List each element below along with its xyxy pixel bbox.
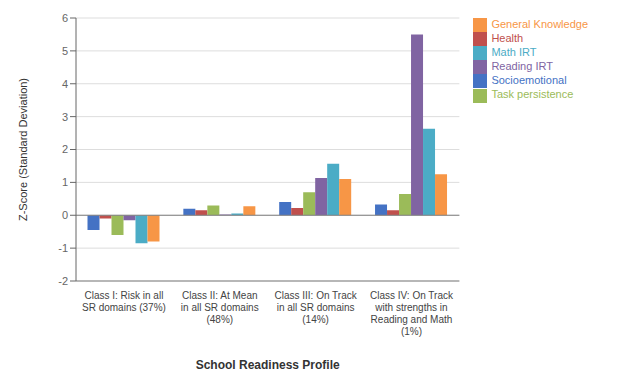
html-text:Reading IRT: Reading IRT xyxy=(491,60,553,73)
svg-text:3: 3 xyxy=(62,111,68,123)
svg-text:5: 5 xyxy=(62,45,68,57)
html-text:Math IRT: Math IRT xyxy=(491,46,537,59)
html-text:Socioemotional: Socioemotional xyxy=(491,74,567,87)
svg-text:1: 1 xyxy=(62,176,68,188)
svg-text:0: 0 xyxy=(62,209,68,221)
html-text:General Knowledge: General Knowledge xyxy=(491,18,588,30)
html-text:Health: Health xyxy=(491,32,524,45)
svg-text:-1: -1 xyxy=(58,242,68,254)
svg-text:Z-Score (Standard Deviation): Z-Score (Standard Deviation) xyxy=(17,78,29,221)
svg-text:Class II: At Meanin all SR do: Class II: At Meanin all SR domains(48%) xyxy=(181,290,259,325)
svg-text:-2: -2 xyxy=(58,275,68,287)
html-text:Task persistence: Task persistence xyxy=(491,88,574,101)
svg-text:6: 6 xyxy=(62,12,68,24)
svg-text:4: 4 xyxy=(62,78,68,90)
svg-text:School Readiness Profile: School Readiness Profile xyxy=(196,358,340,372)
svg-text:Class III: On Trackin all SR: Class III: On Trackin all SR domains(14%… xyxy=(274,290,357,325)
svg-text:2: 2 xyxy=(62,143,68,155)
svg-text:Class IV: On Trackwith streng: Class IV: On Trackwith strengths inReadi… xyxy=(370,290,454,337)
svg-text:Class I: Risk in allSR domain: Class I: Risk in allSR domains (37%) xyxy=(82,290,166,313)
